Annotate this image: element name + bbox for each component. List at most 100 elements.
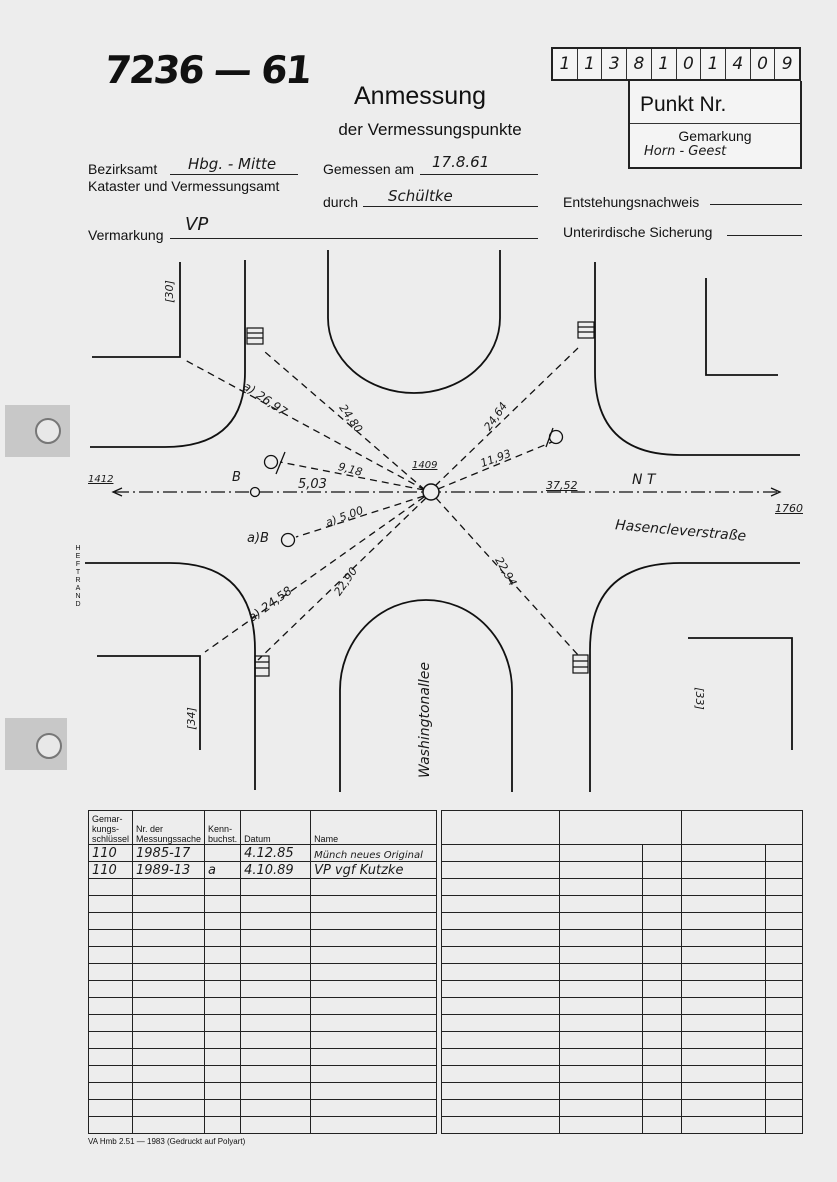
curb-top-right <box>705 278 778 376</box>
digit: 3 <box>602 49 628 79</box>
cell <box>240 1082 312 1100</box>
cell <box>204 912 242 930</box>
cell <box>132 946 206 964</box>
cell <box>642 980 682 998</box>
cell <box>559 861 643 879</box>
cell <box>441 963 560 981</box>
form-footer: VA Hmb 2.51 — 1983 (Gedruckt auf Polyart… <box>88 1137 246 1146</box>
digit: 4 <box>726 49 751 79</box>
pole-circle <box>263 454 279 470</box>
table-row <box>441 844 803 862</box>
cell <box>441 1048 560 1066</box>
column-header: Name <box>310 810 437 845</box>
cell <box>642 1014 682 1032</box>
cell <box>559 1014 643 1032</box>
island-top <box>327 250 501 394</box>
table-row <box>441 997 803 1015</box>
cell <box>642 878 682 896</box>
durch-label: durch <box>323 194 359 210</box>
cell <box>642 963 682 981</box>
digit: 0 <box>677 49 702 79</box>
punch-hole <box>5 718 67 770</box>
column-header <box>441 810 560 845</box>
curb-top-left-corner <box>90 260 246 448</box>
cell <box>559 946 643 964</box>
entstehung-label: Entstehungsnachweis <box>563 194 700 210</box>
table-row: 110 1989-13 a 4.10.89 VP vgf Kutzke <box>87 861 437 879</box>
cell <box>441 929 560 947</box>
cell <box>204 878 242 896</box>
cell <box>441 1099 560 1117</box>
cell <box>240 997 312 1015</box>
table-row <box>87 895 437 913</box>
cell <box>310 912 437 930</box>
marker-ab-label: a)B <box>247 531 269 546</box>
cell <box>240 895 312 913</box>
cell <box>441 946 560 964</box>
cell <box>204 1031 242 1049</box>
cell <box>765 1065 803 1083</box>
cell <box>240 963 312 981</box>
arrow-left-icon <box>111 487 123 497</box>
cell <box>204 963 242 981</box>
curb-bottom-right-corner <box>589 562 800 792</box>
cell <box>441 1031 560 1049</box>
cell <box>681 844 766 862</box>
cell <box>132 1116 206 1134</box>
column-header: Kenn-buchst. <box>204 810 242 845</box>
gemessen-value: 17.8.61 <box>432 153 490 171</box>
cell <box>642 912 682 930</box>
cell <box>132 963 206 981</box>
cell <box>310 1116 437 1134</box>
cell <box>765 878 803 896</box>
cell <box>132 912 206 930</box>
distance-label: 5,03 <box>298 477 327 492</box>
gemessen-label: Gemessen am <box>323 161 415 177</box>
history-table: Gemar-kungs-schlüssel Nr. der Messungssa… <box>87 810 437 1134</box>
vermarkung-label: Vermarkung <box>88 227 164 243</box>
cell <box>559 1048 643 1066</box>
table-row <box>87 980 437 998</box>
digit: 1 <box>652 49 677 79</box>
cell <box>132 878 206 896</box>
cell <box>310 997 437 1015</box>
cell: 1989-13 <box>132 861 206 879</box>
cell <box>642 1031 682 1049</box>
table-header <box>441 810 803 845</box>
curb-bottom-left-corner <box>85 562 256 790</box>
table-row <box>441 980 803 998</box>
cell <box>681 1065 766 1083</box>
cell <box>681 963 766 981</box>
cell <box>87 895 134 913</box>
unterirdisch-label: Unterirdische Sicherung <box>563 224 713 240</box>
page-subtitle: der Vermessungspunkte <box>338 120 522 139</box>
marker-b-label: B <box>232 470 241 485</box>
cell <box>441 878 560 896</box>
table-row <box>441 861 803 879</box>
cell <box>132 1099 206 1117</box>
cell <box>204 895 242 913</box>
digit: 9 <box>781 54 793 74</box>
cell: Münch neues Original <box>310 844 437 862</box>
table-row <box>87 963 437 981</box>
curb-top-left <box>92 262 181 358</box>
cell <box>240 1099 312 1117</box>
table-header: Gemar-kungs-schlüssel Nr. der Messungssa… <box>87 810 437 845</box>
cell <box>559 844 643 862</box>
punkt-label: Punkt Nr. <box>630 81 800 124</box>
cell: 4.12.85 <box>240 844 312 862</box>
cell <box>310 929 437 947</box>
cell <box>681 1099 766 1117</box>
table-row <box>441 963 803 981</box>
cell <box>132 980 206 998</box>
table-row <box>441 878 803 896</box>
left-point-label: 1412 <box>88 474 114 485</box>
cell <box>559 997 643 1015</box>
gemarkung-label: Gemarkung <box>678 128 752 144</box>
cell <box>240 1116 312 1134</box>
cell <box>559 1116 643 1134</box>
table-row <box>87 997 437 1015</box>
cell <box>765 895 803 913</box>
cell <box>132 1065 206 1083</box>
table-row <box>441 895 803 913</box>
